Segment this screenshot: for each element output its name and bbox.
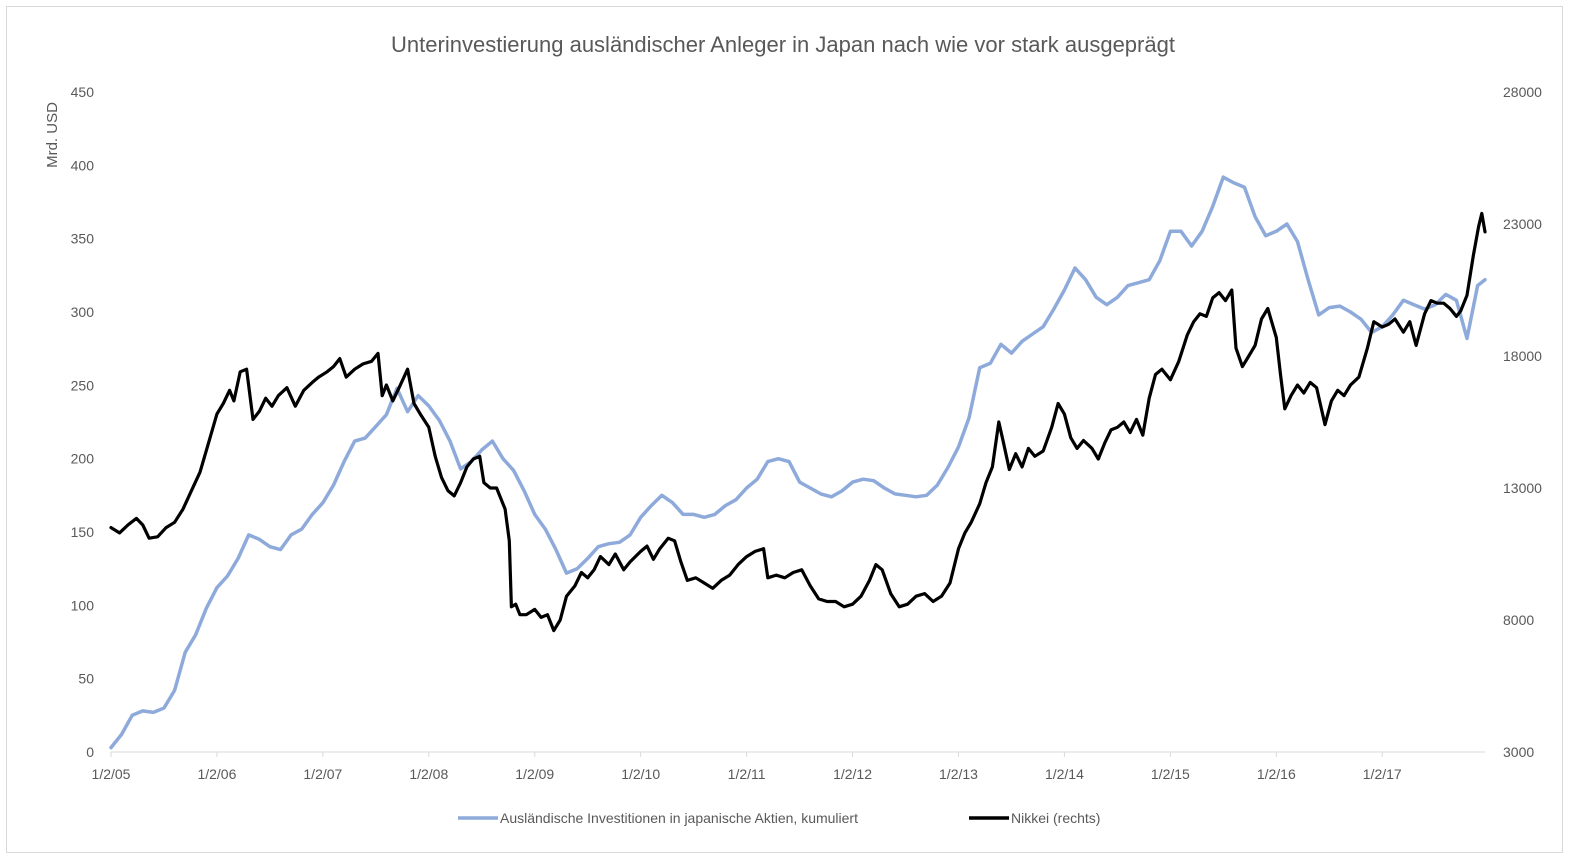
y-left-tick-label: 350	[71, 231, 95, 247]
x-tick-label: 1/2/17	[1363, 766, 1402, 782]
series-lines	[109, 175, 1487, 750]
series-line-nikkei	[109, 211, 1487, 633]
y-axis-right: 3000 8000 13000 18000 23000 28000	[1503, 84, 1542, 760]
y-right-tick-label: 13000	[1503, 480, 1542, 496]
y-right-tick-label: 8000	[1503, 612, 1534, 628]
x-tick-label: 1/2/11	[728, 766, 766, 782]
series-line-foreign-investment	[109, 175, 1487, 750]
x-tick-label: 1/2/06	[197, 766, 236, 782]
y-axis-left: 0 50 100 150 200 250 300 350 400 450	[71, 84, 95, 760]
y-right-tick-label: 28000	[1503, 84, 1542, 100]
y-axis-left-title: Mrd. USD	[44, 102, 61, 168]
y-left-tick-label: 200	[71, 451, 95, 467]
x-tick-label: 1/2/08	[409, 766, 448, 782]
y-left-tick-label: 100	[71, 597, 95, 613]
y-left-tick-label: 450	[71, 84, 95, 100]
x-tick-label: 1/2/16	[1257, 766, 1296, 782]
x-tick-label: 1/2/05	[92, 766, 131, 782]
y-right-tick-label: 18000	[1503, 348, 1542, 364]
y-left-tick-label: 0	[86, 744, 94, 760]
y-left-tick-label: 400	[71, 157, 95, 173]
y-left-tick-label: 150	[71, 524, 95, 540]
legend-label-foreign-investment: Ausländische Investitionen in japanische…	[500, 810, 858, 826]
y-left-tick-label: 50	[78, 671, 94, 687]
chart-frame	[6, 6, 1563, 853]
y-right-tick-label: 3000	[1503, 744, 1534, 760]
chart-title: Unterinvestierung ausländischer Anleger …	[391, 32, 1175, 57]
x-tick-label: 1/2/13	[939, 766, 978, 782]
x-axis: 1/2/05 1/2/06 1/2/07 1/2/08 1/2/09 1/2/10 1/2/…	[92, 752, 1402, 782]
y-left-tick-label: 300	[71, 304, 95, 320]
x-tick-label: 1/2/09	[515, 766, 554, 782]
y-left-tick-label: 250	[71, 377, 95, 393]
legend: Ausländische Investitionen in japanische…	[458, 810, 1100, 826]
x-tick-label: 1/2/12	[833, 766, 872, 782]
x-tick-label: 1/2/15	[1151, 766, 1190, 782]
x-tick-label: 1/2/07	[303, 766, 342, 782]
x-tick-label: 1/2/10	[621, 766, 660, 782]
legend-label-nikkei: Nikkei (rechts)	[1011, 810, 1100, 826]
x-tick-label: 1/2/14	[1045, 766, 1084, 782]
y-right-tick-label: 23000	[1503, 216, 1542, 232]
